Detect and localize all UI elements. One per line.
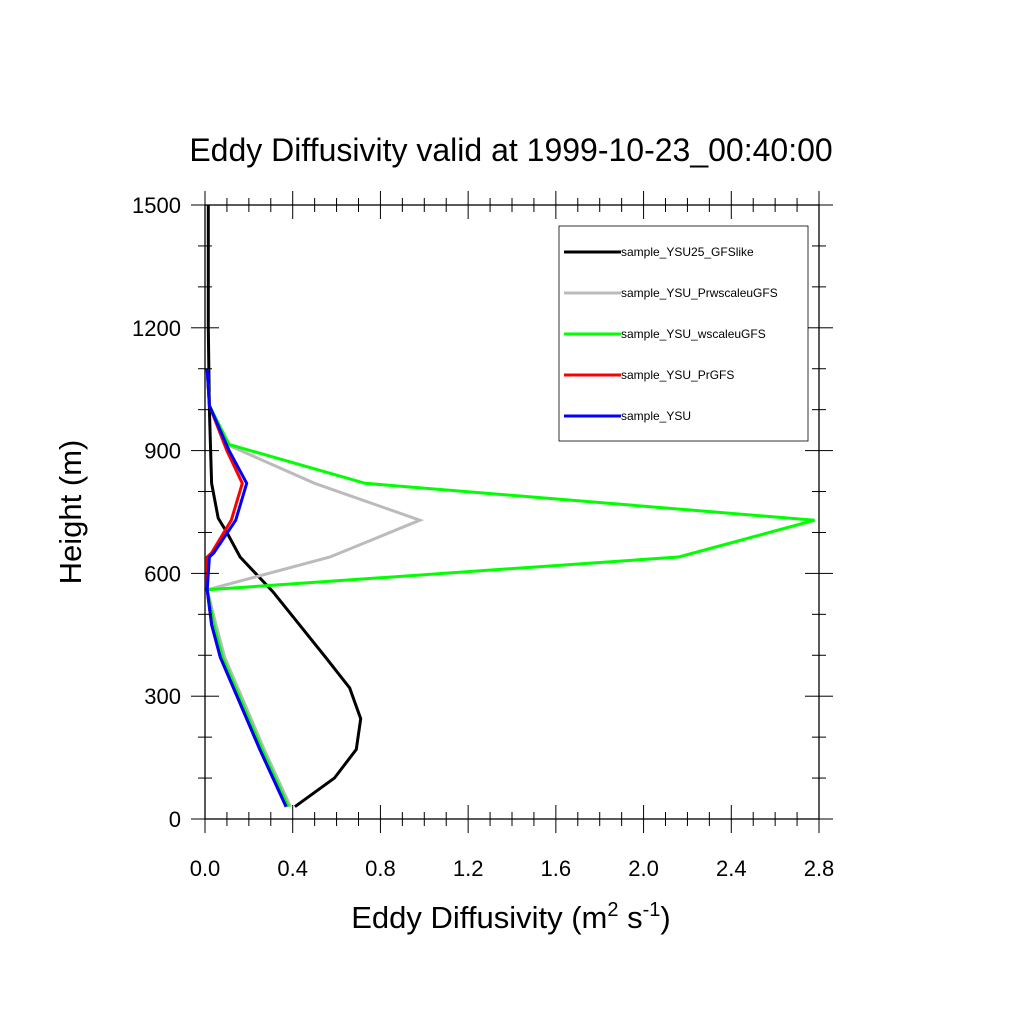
legend-label-1: sample_YSU25_GFSlike [621,245,754,259]
x-tick-label: 2.4 [716,856,747,881]
x-axis-label: Eddy Diffusivity (m2 s-1) [351,899,670,935]
y-tick-label: 900 [144,439,181,464]
series-line-3 [205,368,815,808]
series-line-5 [205,368,288,808]
y-tick-label: 300 [144,684,181,709]
y-axis-label: Height (m) [53,440,88,585]
x-axis-label-sup-1: 2 [607,899,618,921]
x-tick-label: 2.0 [628,856,659,881]
legend-label-4: sample_YSU_PrGFS [621,368,734,382]
series-layer [205,205,815,808]
axis-ticks: 0.0 0.4 0.8 1.2 1.6 2.0 2.4 2.8 0 300 600 900 1200 15… [132,191,834,881]
series-line-1 [206,205,363,808]
legend-label-2: sample_YSU_PrwscaleuGFS [621,286,778,300]
x-tick-label: 1.6 [541,856,572,881]
x-tick-label: 2.8 [804,856,835,881]
x-axis-label-base: Eddy Diffusivity (m [351,900,607,935]
x-tick-label: 0.4 [277,856,308,881]
legend-label-5: sample_YSU [621,409,691,423]
x-axis-label-end: ) [660,900,670,935]
y-tick-label: 1200 [132,316,181,341]
x-tick-label: 0.8 [365,856,396,881]
x-tick-label: 0.0 [190,856,221,881]
y-tick-label: 0 [169,807,181,832]
chart-title: Eddy Diffusivity valid at 1999-10-23_00:… [189,132,832,168]
x-tick-label: 1.2 [453,856,484,881]
plot-frame [204,204,820,820]
y-tick-label: 1500 [132,193,181,218]
x-axis-label-sup-2: -1 [643,899,661,921]
y-tick-label: 600 [144,561,181,586]
x-axis-label-mid: s [618,900,642,935]
legend-label-3: sample_YSU_wscaleuGFS [621,327,766,341]
legend: sample_YSU25_GFSlike sample_YSU_Prwscaleu… [558,225,809,442]
